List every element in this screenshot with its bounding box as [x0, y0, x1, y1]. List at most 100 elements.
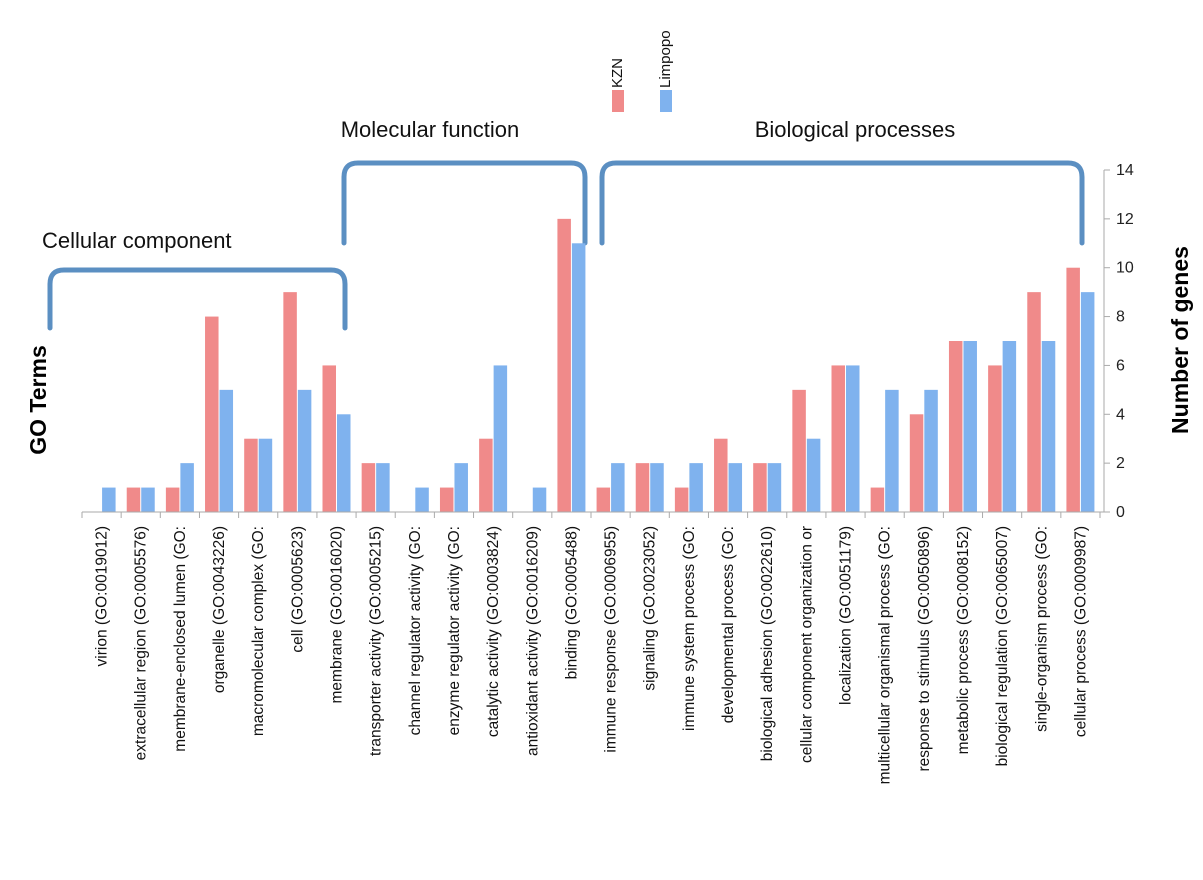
legend-label-limpopo: Limpopo: [657, 30, 674, 88]
bar-limpopo-19: [846, 365, 860, 512]
x-axis-title: GO Terms: [25, 345, 51, 455]
bar-limpopo-23: [1002, 341, 1017, 512]
y-tick-label: 8: [1116, 309, 1125, 326]
y-tick-label: 4: [1116, 406, 1125, 423]
bar-limpopo-22: [963, 341, 977, 512]
category-label-24: single-organism process (GO:: [1033, 526, 1050, 732]
group-label-1: Molecular function: [341, 117, 520, 142]
group-bracket-0: [47, 267, 348, 331]
group-bracket-1: [341, 160, 588, 246]
category-label-6: membrane (GO:0016020): [329, 526, 346, 703]
category-label-15: immune system process (GO:: [681, 526, 698, 731]
bars: [102, 218, 1095, 513]
bar-kzn-17: [753, 463, 767, 512]
y-axis-title: Number of genes: [1167, 246, 1193, 434]
category-label-1: extracellular region (GO:0005576): [133, 526, 150, 760]
bar-kzn-1: [126, 487, 141, 512]
bar-kzn-24: [1027, 292, 1041, 512]
legend-label-kzn: KZN: [609, 58, 626, 88]
bar-limpopo-9: [454, 463, 468, 512]
bar-limpopo-1: [141, 487, 155, 512]
bar-kzn-2: [165, 487, 180, 512]
bar-limpopo-15: [689, 463, 703, 512]
group-bracket-2: [599, 160, 1085, 246]
group-label-0: Cellular component: [42, 228, 232, 253]
category-label-13: immune response (GO:0006955): [603, 526, 620, 753]
bar-kzn-6: [322, 365, 336, 512]
y-tick-label: 14: [1116, 162, 1134, 179]
bar-kzn-16: [714, 438, 728, 512]
bar-limpopo-21: [924, 389, 938, 512]
category-label-18: cellular component organization or: [798, 526, 815, 763]
bar-limpopo-3: [219, 389, 234, 512]
bar-limpopo-7: [376, 463, 390, 512]
bar-limpopo-11: [532, 487, 547, 512]
category-label-11: antioxidant activity (GO:0016209): [524, 526, 541, 756]
category-label-0: virion (GO:0019012): [94, 526, 111, 666]
bar-limpopo-18: [806, 438, 821, 512]
bar-kzn-15: [674, 487, 689, 512]
y-tick-label: 12: [1116, 211, 1134, 228]
bar-kzn-19: [831, 365, 845, 512]
bar-limpopo-17: [767, 463, 782, 512]
category-label-9: enzyme regulator activity (GO:: [446, 526, 463, 735]
y-tick-label: 6: [1116, 357, 1125, 374]
category-label-22: metabolic process (GO:0008152): [955, 526, 972, 754]
bar-limpopo-0: [102, 487, 116, 512]
category-label-21: response to stimulus (GO:0050896): [916, 526, 933, 772]
category-label-20: multicellular organismal process (GO:: [877, 526, 894, 784]
y-tick-label: 2: [1116, 455, 1125, 472]
bar-limpopo-25: [1080, 292, 1095, 512]
category-label-16: developmental process (GO:: [720, 526, 737, 723]
category-label-17: biological adhesion (GO:0022610): [759, 526, 776, 761]
bar-kzn-10: [479, 438, 493, 512]
bar-kzn-7: [361, 463, 376, 512]
bar-limpopo-16: [728, 463, 743, 512]
category-label-12: binding (GO:0005488): [563, 526, 580, 679]
bar-limpopo-12: [571, 243, 586, 513]
bar-limpopo-8: [415, 487, 429, 512]
bar-kzn-5: [283, 292, 297, 512]
category-label-10: catalytic activity (GO:0003824): [485, 526, 502, 737]
bar-kzn-21: [909, 414, 924, 512]
category-label-8: channel regulator activity (GO:: [407, 526, 424, 735]
bar-limpopo-13: [611, 463, 625, 512]
bar-limpopo-14: [650, 463, 664, 512]
bar-kzn-20: [870, 487, 885, 512]
bar-kzn-18: [792, 389, 806, 512]
category-label-4: macromolecular complex (GO:: [250, 526, 267, 736]
bar-limpopo-10: [493, 365, 508, 512]
bar-limpopo-6: [337, 414, 351, 512]
bar-kzn-14: [635, 463, 650, 512]
legend-swatch-limpopo: [660, 90, 672, 112]
y-tick-label: 10: [1116, 260, 1134, 277]
category-label-3: organelle (GO:0043226): [211, 526, 228, 693]
y-axis: 0 2 4 6 8 10 12 14: [81, 162, 1134, 521]
legend: KZN Limpopo: [609, 30, 674, 112]
legend-swatch-kzn: [612, 90, 624, 112]
y-tick-label: 0: [1116, 504, 1125, 521]
bar-kzn-12: [557, 218, 571, 513]
bar-limpopo-24: [1041, 341, 1056, 512]
category-label-7: transporter activity (GO:0005215): [368, 526, 385, 756]
bar-kzn-4: [244, 438, 258, 512]
bar-kzn-22: [948, 341, 963, 512]
bar-limpopo-5: [297, 389, 312, 512]
bar-limpopo-20: [885, 389, 899, 512]
group-brackets: Cellular component Molecular function Biol…: [42, 117, 1085, 331]
bar-kzn-23: [988, 365, 1002, 512]
category-label-2: membrane-enclosed lumen (GO:: [172, 526, 189, 752]
bar-kzn-25: [1066, 267, 1080, 512]
category-label-14: signaling (GO:0023052): [642, 526, 659, 691]
category-label-25: cellular process (GO:0009987): [1072, 526, 1089, 737]
category-label-23: biological regulation (GO:0065007): [994, 526, 1011, 766]
category-labels: virion (GO:0019012) extracellular region …: [94, 526, 1090, 784]
category-label-19: localization (GO:0051179): [838, 526, 855, 705]
bar-limpopo-4: [258, 438, 273, 512]
category-label-5: cell (GO:0005623): [289, 526, 306, 653]
group-label-2: Biological processes: [755, 117, 956, 142]
bar-kzn-3: [205, 316, 219, 512]
bar-kzn-13: [596, 487, 611, 512]
bar-kzn-9: [439, 487, 454, 512]
